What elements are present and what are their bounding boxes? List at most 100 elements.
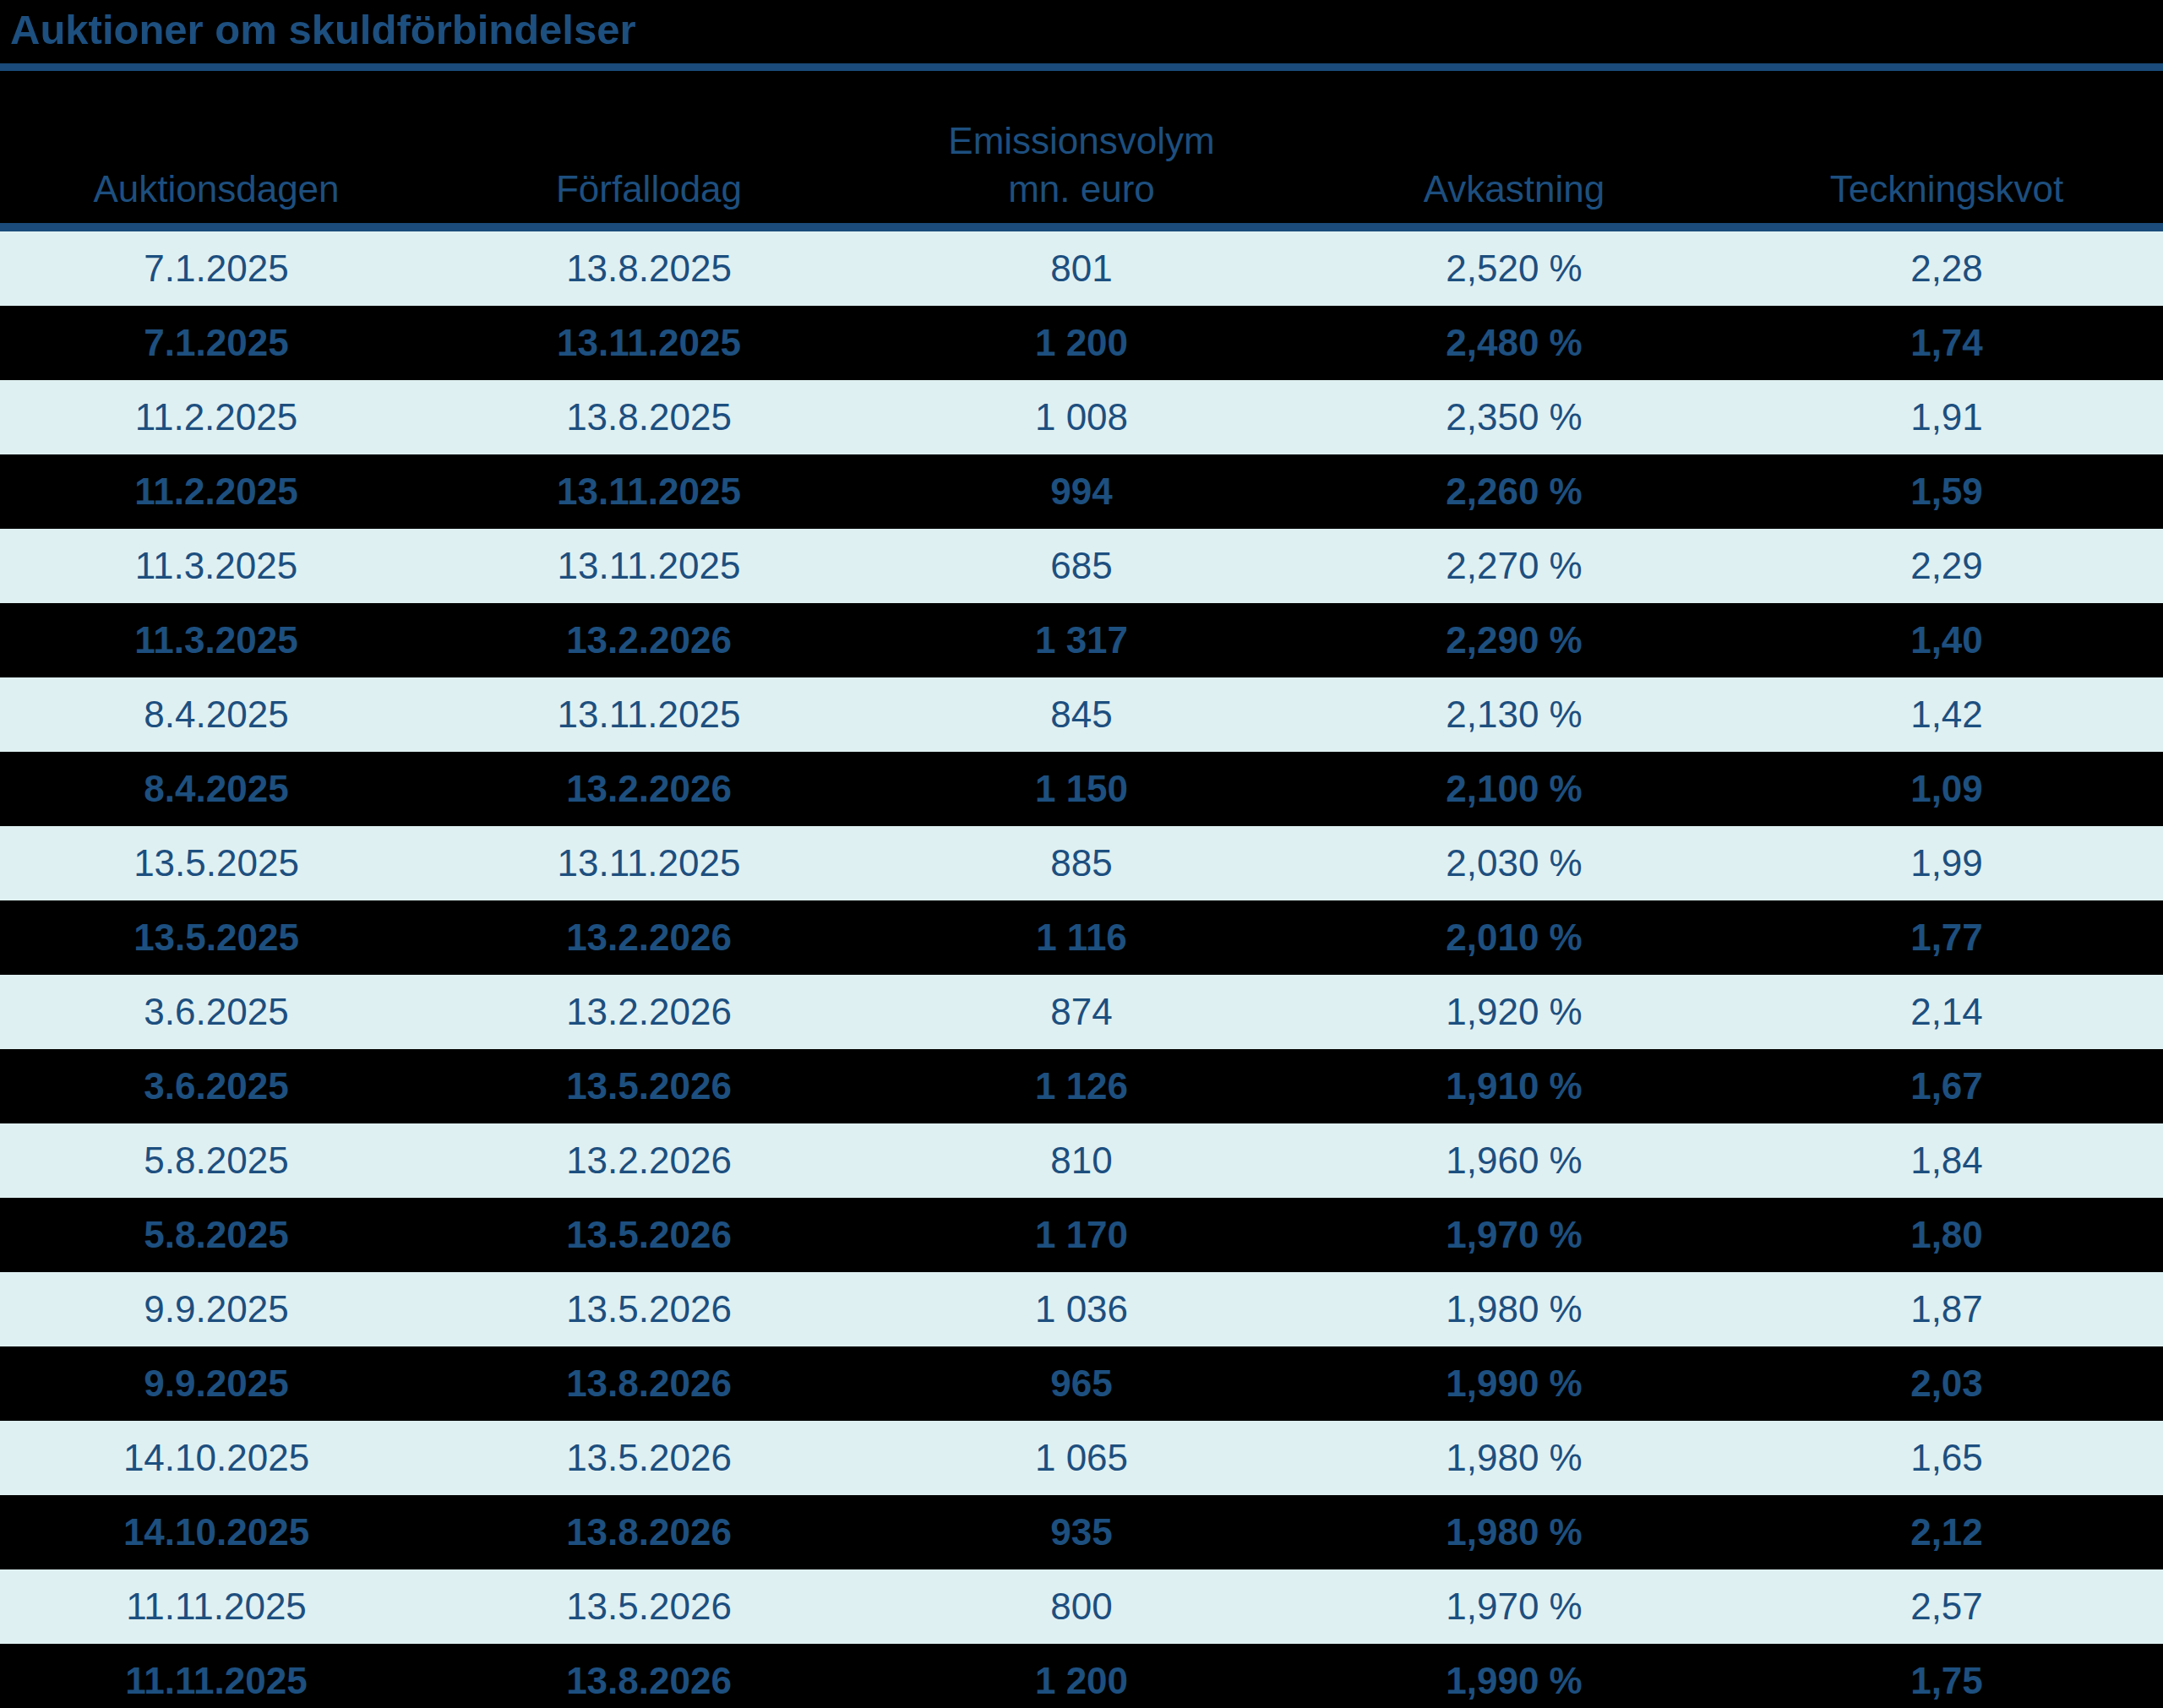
table-cell: 13.2.2026	[433, 752, 865, 826]
table-row: 3.6.202513.5.20261 1261,910 %1,67	[0, 1049, 2163, 1123]
table-cell: 1,99	[1730, 826, 2163, 900]
table-cell: 2,010 %	[1298, 900, 1730, 975]
table-cell: 1,77	[1730, 900, 2163, 975]
table-cell: 1,980 %	[1298, 1495, 1730, 1569]
table-cell: 11.3.2025	[0, 529, 433, 603]
table-cell: 2,12	[1730, 1495, 2163, 1569]
table-cell: 1 317	[865, 603, 1298, 677]
table-row: 11.11.202513.8.20261 2001,990 %1,75	[0, 1644, 2163, 1708]
header-avkastning: Avkastning	[1298, 71, 1730, 227]
table-row: 9.9.202513.5.20261 0361,980 %1,87	[0, 1272, 2163, 1346]
table-cell: 13.8.2026	[433, 1346, 865, 1421]
table-cell: 1,990 %	[1298, 1346, 1730, 1421]
table-body: 7.1.202513.8.20258012,520 %2,287.1.20251…	[0, 227, 2163, 1708]
table-cell: 5.8.2025	[0, 1198, 433, 1272]
table-cell: 1 200	[865, 1644, 1298, 1708]
table-cell: 2,480 %	[1298, 306, 1730, 380]
table-row: 11.3.202513.11.20256852,270 %2,29	[0, 529, 2163, 603]
table-row: 11.3.202513.2.20261 3172,290 %1,40	[0, 603, 2163, 677]
table-header: Auktionsdagen Förfallodag Emissionsvolym…	[0, 71, 2163, 227]
table-cell: 2,270 %	[1298, 529, 1730, 603]
table-cell: 1,67	[1730, 1049, 2163, 1123]
table-cell: 13.2.2026	[433, 975, 865, 1049]
table-cell: 13.5.2026	[433, 1198, 865, 1272]
table-cell: 1,91	[1730, 380, 2163, 454]
table-cell: 13.8.2026	[433, 1644, 865, 1708]
table-cell: 11.11.2025	[0, 1644, 433, 1708]
table-cell: 874	[865, 975, 1298, 1049]
table-row: 9.9.202513.8.20269651,990 %2,03	[0, 1346, 2163, 1421]
table-row: 11.2.202513.8.20251 0082,350 %1,91	[0, 380, 2163, 454]
table-cell: 1 126	[865, 1049, 1298, 1123]
table-cell: 885	[865, 826, 1298, 900]
table-cell: 1,970 %	[1298, 1198, 1730, 1272]
table-cell: 13.5.2026	[433, 1272, 865, 1346]
table-cell: 1,80	[1730, 1198, 2163, 1272]
table-cell: 13.5.2025	[0, 826, 433, 900]
table-cell: 1,40	[1730, 603, 2163, 677]
table-cell: 11.3.2025	[0, 603, 433, 677]
table-cell: 685	[865, 529, 1298, 603]
table-cell: 11.11.2025	[0, 1569, 433, 1644]
table-cell: 2,260 %	[1298, 454, 1730, 529]
table-cell: 1 150	[865, 752, 1298, 826]
table-cell: 1,09	[1730, 752, 2163, 826]
table-cell: 8.4.2025	[0, 752, 433, 826]
table-row: 13.5.202513.2.20261 1162,010 %1,77	[0, 900, 2163, 975]
table-cell: 13.8.2025	[433, 380, 865, 454]
table-cell: 13.2.2026	[433, 900, 865, 975]
table-cell: 1 116	[865, 900, 1298, 975]
table-cell: 1,960 %	[1298, 1123, 1730, 1198]
title-rule	[0, 63, 2163, 71]
table-cell: 1,990 %	[1298, 1644, 1730, 1708]
table-cell: 810	[865, 1123, 1298, 1198]
table-cell: 13.8.2025	[433, 227, 865, 306]
table-cell: 1 008	[865, 380, 1298, 454]
table-cell: 3.6.2025	[0, 975, 433, 1049]
table-row: 3.6.202513.2.20268741,920 %2,14	[0, 975, 2163, 1049]
table-cell: 13.11.2025	[433, 529, 865, 603]
table-cell: 965	[865, 1346, 1298, 1421]
table-cell: 1,84	[1730, 1123, 2163, 1198]
table-cell: 14.10.2025	[0, 1495, 433, 1569]
table-cell: 1 170	[865, 1198, 1298, 1272]
auction-table: Auktionsdagen Förfallodag Emissionsvolym…	[0, 71, 2163, 1708]
table-cell: 7.1.2025	[0, 306, 433, 380]
table-cell: 2,290 %	[1298, 603, 1730, 677]
table-cell: 13.2.2026	[433, 603, 865, 677]
table-cell: 2,28	[1730, 227, 2163, 306]
table-cell: 800	[865, 1569, 1298, 1644]
table-cell: 11.2.2025	[0, 380, 433, 454]
table-cell: 1,920 %	[1298, 975, 1730, 1049]
table-cell: 2,57	[1730, 1569, 2163, 1644]
table-cell: 13.11.2025	[433, 826, 865, 900]
table-row: 13.5.202513.11.20258852,030 %1,99	[0, 826, 2163, 900]
table-cell: 13.11.2025	[433, 454, 865, 529]
table-row: 11.11.202513.5.20268001,970 %2,57	[0, 1569, 2163, 1644]
table-cell: 7.1.2025	[0, 227, 433, 306]
table-cell: 5.8.2025	[0, 1123, 433, 1198]
table-cell: 1,74	[1730, 306, 2163, 380]
table-cell: 9.9.2025	[0, 1272, 433, 1346]
table-cell: 13.5.2025	[0, 900, 433, 975]
table-cell: 1,970 %	[1298, 1569, 1730, 1644]
table-cell: 1 036	[865, 1272, 1298, 1346]
header-teckningskvot: Teckningskvot	[1730, 71, 2163, 227]
table-cell: 1 200	[865, 306, 1298, 380]
table-row: 8.4.202513.11.20258452,130 %1,42	[0, 677, 2163, 752]
table-row: 14.10.202513.8.20269351,980 %2,12	[0, 1495, 2163, 1569]
table-cell: 13.5.2026	[433, 1049, 865, 1123]
table-cell: 2,14	[1730, 975, 2163, 1049]
table-row: 5.8.202513.5.20261 1701,970 %1,80	[0, 1198, 2163, 1272]
table-cell: 845	[865, 677, 1298, 752]
table-row: 7.1.202513.8.20258012,520 %2,28	[0, 227, 2163, 306]
header-emissionsvolym: Emissionsvolymmn. euro	[865, 71, 1298, 227]
table-row: 14.10.202513.5.20261 0651,980 %1,65	[0, 1421, 2163, 1495]
table-cell: 994	[865, 454, 1298, 529]
table-cell: 1,980 %	[1298, 1421, 1730, 1495]
auction-table-page: Auktioner om skuldförbindelser Auktionsd…	[0, 0, 2163, 1708]
table-cell: 9.9.2025	[0, 1346, 433, 1421]
table-cell: 935	[865, 1495, 1298, 1569]
table-cell: 13.5.2026	[433, 1421, 865, 1495]
page-title: Auktioner om skuldförbindelser	[0, 0, 2163, 53]
